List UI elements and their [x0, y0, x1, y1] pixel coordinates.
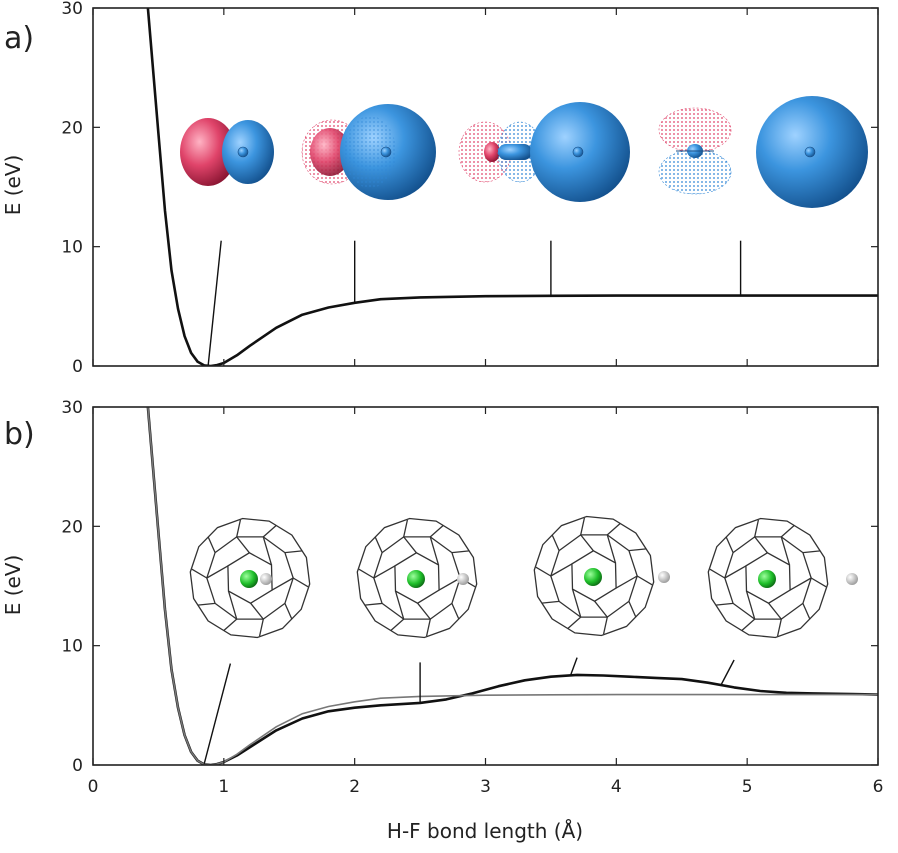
x-tick-label-5: 5: [742, 777, 753, 797]
y-tick-label-b-30: 30: [61, 398, 83, 418]
orbital-inset-3: [458, 102, 630, 202]
fullerene-cage-1: [189, 517, 311, 639]
y-tick-label-a-20: 20: [61, 118, 83, 138]
y-tick-label-b-20: 20: [61, 517, 83, 537]
hydrogen-atom-2: [457, 573, 469, 585]
fullerene-insets: [189, 515, 858, 639]
x-axis-title: H-F bond length (Å): [387, 819, 583, 843]
fluorine-atom-2: [407, 570, 425, 588]
panel-b: b) E (eV) H-F bond length (Å) 0 10 20 30 0 1 2…: [1, 398, 883, 843]
fluorine-atom-1: [240, 570, 258, 588]
y-tick-label-a-30: 30: [61, 0, 83, 19]
orbital-inset-1: [180, 118, 274, 186]
series-a-1-line: [146, 8, 878, 366]
plot-frame-b: [92, 406, 879, 766]
x-tick-label-6: 6: [873, 777, 884, 797]
y-axis-title-b: E (eV): [1, 555, 25, 616]
orbital-inset-5: [756, 96, 868, 208]
annotation-pointer-b-3: [569, 657, 578, 676]
fullerene-cage-4: [707, 517, 858, 639]
fullerene-cage-2: [356, 517, 478, 639]
series-b-2-line: [147, 407, 878, 765]
fluorine-atom-4: [758, 570, 776, 588]
panel-label-a: a): [4, 21, 34, 56]
x-tick-label-4: 4: [611, 777, 622, 797]
y-axis-title-a: E (eV): [1, 155, 25, 216]
x-tick-label-1: 1: [218, 777, 229, 797]
plot-frame-a: [92, 7, 879, 367]
panel-label-b: b): [4, 417, 35, 452]
x-tick-label-2: 2: [349, 777, 360, 797]
y-tick-label-b-0: 0: [72, 756, 83, 776]
y-tick-label-a-10: 10: [61, 238, 83, 258]
fluorine-atom-3: [584, 568, 602, 586]
axes-b: 0 10 20 30 0 1 2 3 4 5 6: [61, 398, 883, 797]
panel-a: a) E (eV) 0 10 20 30: [1, 0, 879, 377]
annotation-pointer-b-1: [203, 663, 232, 764]
orbital-inset-4: [658, 107, 732, 195]
x-tick-label-0: 0: [88, 777, 99, 797]
hydrogen-atom-4: [846, 573, 858, 585]
hydrogen-atom-1: [260, 573, 272, 585]
annotation-pointer-b-4: [720, 659, 735, 686]
annotation-pointer-a-1: [207, 240, 222, 367]
orbital-inset-2: [301, 104, 436, 200]
y-tick-label-a-0: 0: [72, 357, 83, 377]
fullerene-cage-3: [533, 515, 670, 637]
y-tick-label-b-10: 10: [61, 637, 83, 657]
hydrogen-atom-3: [658, 571, 670, 583]
x-tick-label-3: 3: [480, 777, 491, 797]
axes-a: 0 10 20 30: [61, 0, 879, 377]
